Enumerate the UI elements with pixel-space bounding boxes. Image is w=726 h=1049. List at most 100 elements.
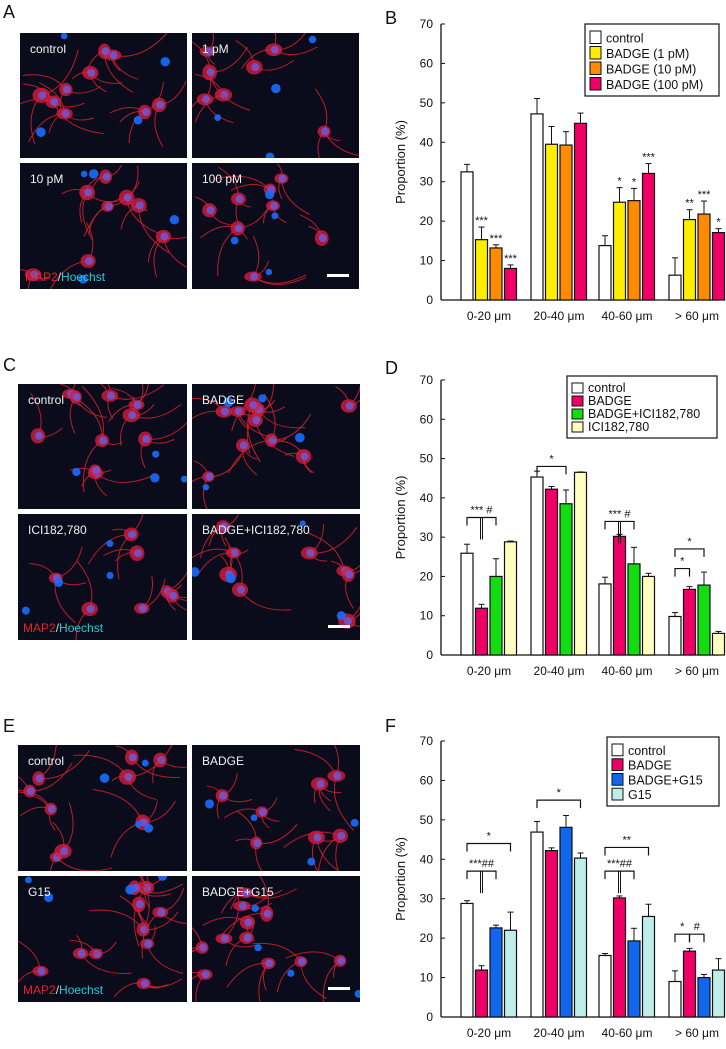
significance-bracket bbox=[674, 567, 691, 577]
x-tick-label: > 60 μm bbox=[675, 309, 719, 323]
micrograph-e-badge-g15: BADGE+G15 bbox=[192, 876, 360, 1002]
bar bbox=[544, 850, 559, 1018]
micrograph-a-1pm: 1 pM bbox=[192, 33, 359, 158]
y-tick-label: 30 bbox=[420, 175, 434, 189]
micrograph-c-badge-ici: BADGE+ICI182,780 bbox=[192, 514, 360, 640]
y-axis-label: Proportion (%) bbox=[393, 476, 408, 560]
micrograph-e-g15: G15 MAP2/Hoechst bbox=[18, 876, 187, 1002]
significance-marker: *** bbox=[490, 233, 504, 245]
legend-label: BADGE bbox=[588, 394, 632, 408]
bar bbox=[682, 218, 697, 301]
micrograph-e-control: control bbox=[18, 745, 187, 871]
significance-marker: ***## bbox=[469, 858, 495, 870]
x-tick-label: 0-20 μm bbox=[467, 1026, 511, 1040]
bar bbox=[598, 583, 612, 656]
legend-swatch bbox=[589, 77, 602, 91]
significance-marker: * bbox=[549, 453, 554, 465]
micrograph-label: control bbox=[30, 42, 67, 56]
significance-marker: * bbox=[557, 787, 562, 799]
significance-marker: ***## bbox=[607, 858, 633, 870]
micrograph-label: BADGE bbox=[202, 754, 245, 768]
y-tick-label: 40 bbox=[420, 135, 434, 149]
y-tick-label: 10 bbox=[420, 971, 434, 985]
micrograph-cells bbox=[18, 745, 187, 871]
legend-label: control bbox=[628, 744, 666, 758]
scale-bar bbox=[328, 625, 350, 628]
bar bbox=[460, 171, 474, 301]
legend-label: BADGE+ICI182,780 bbox=[588, 407, 700, 421]
micrograph-e-badge: BADGE bbox=[192, 745, 360, 871]
legend-label: BADGE (10 pM) bbox=[606, 63, 696, 77]
y-tick-label: 60 bbox=[420, 56, 434, 70]
y-tick-label: 0 bbox=[426, 293, 433, 307]
bar bbox=[711, 231, 726, 301]
micrograph-label: 10 pM bbox=[30, 172, 64, 186]
x-tick-label: 0-20 μm bbox=[467, 664, 511, 678]
bar bbox=[474, 239, 489, 301]
micrograph-cells bbox=[21, 514, 187, 640]
bar bbox=[503, 541, 518, 656]
bar bbox=[641, 915, 656, 1018]
x-tick-label: 20-40 μm bbox=[534, 1026, 585, 1040]
micrograph-label: control bbox=[28, 393, 65, 407]
legend-label: ICI182,780 bbox=[588, 420, 649, 434]
x-tick-label: 0-20 μm bbox=[467, 309, 511, 323]
significance-marker: * bbox=[716, 217, 721, 229]
bar bbox=[711, 969, 726, 1018]
micrograph-a-control: control bbox=[20, 33, 187, 158]
bar bbox=[573, 122, 588, 301]
y-tick-label: 60 bbox=[420, 412, 434, 426]
bar bbox=[460, 552, 474, 656]
y-tick-label: 20 bbox=[420, 931, 434, 945]
legend-label: BADGE+G15 bbox=[628, 773, 703, 787]
significance-marker: *** bbox=[698, 189, 712, 201]
significance-marker: * bbox=[617, 176, 622, 188]
y-tick-label: 10 bbox=[420, 254, 434, 268]
micrograph-cells bbox=[30, 384, 187, 497]
stain-legend: MAP2/Hoechst bbox=[25, 270, 106, 284]
bar bbox=[697, 976, 711, 1018]
significance-bracket bbox=[536, 799, 582, 809]
micrograph-label: BADGE+G15 bbox=[202, 885, 274, 899]
significance-bracket bbox=[604, 870, 635, 880]
bar bbox=[559, 144, 573, 301]
legend-label: BADGE (1 pM) bbox=[606, 47, 689, 61]
micrograph-cells bbox=[18, 876, 187, 998]
bar bbox=[559, 503, 573, 656]
bar bbox=[697, 584, 711, 656]
significance-marker: *** # bbox=[608, 508, 631, 520]
bar bbox=[697, 213, 711, 301]
bar bbox=[474, 969, 489, 1018]
bar bbox=[489, 927, 503, 1018]
legend-swatch bbox=[589, 30, 602, 44]
significance-bracket bbox=[674, 933, 691, 943]
significance-marker: *** bbox=[504, 253, 518, 265]
legend-swatch bbox=[571, 395, 584, 407]
stain-legend: MAP2/Hoechst bbox=[23, 621, 104, 635]
x-tick-label: 40-60 μm bbox=[602, 664, 653, 678]
legend-swatch bbox=[571, 382, 584, 394]
x-tick-label: 40-60 μm bbox=[602, 309, 653, 323]
micrograph-c-ici: ICI182,780 MAP2/Hoechst bbox=[18, 514, 187, 640]
micrograph-label: BADGE+ICI182,780 bbox=[202, 523, 310, 537]
legend-swatch bbox=[611, 787, 624, 801]
bar bbox=[474, 607, 489, 656]
micrograph-cells bbox=[192, 384, 360, 509]
y-tick-label: 20 bbox=[420, 569, 434, 583]
y-tick-label: 70 bbox=[420, 734, 434, 748]
significance-marker: * bbox=[687, 536, 692, 548]
significance-bracket bbox=[466, 870, 497, 880]
micrograph-cells bbox=[192, 876, 360, 1002]
legend-label: control bbox=[588, 381, 626, 395]
x-tick-label: > 60 μm bbox=[675, 1026, 719, 1040]
micrograph-cells bbox=[204, 745, 359, 871]
panel-letter-a: A bbox=[3, 2, 16, 22]
micrograph-c-badge: BADGE bbox=[192, 384, 360, 509]
significance-marker: # bbox=[694, 921, 701, 933]
y-axis-label: Proportion (%) bbox=[393, 837, 408, 921]
y-tick-label: 70 bbox=[420, 373, 434, 387]
y-axis-label: Proportion (%) bbox=[393, 120, 408, 204]
bar bbox=[598, 954, 612, 1018]
